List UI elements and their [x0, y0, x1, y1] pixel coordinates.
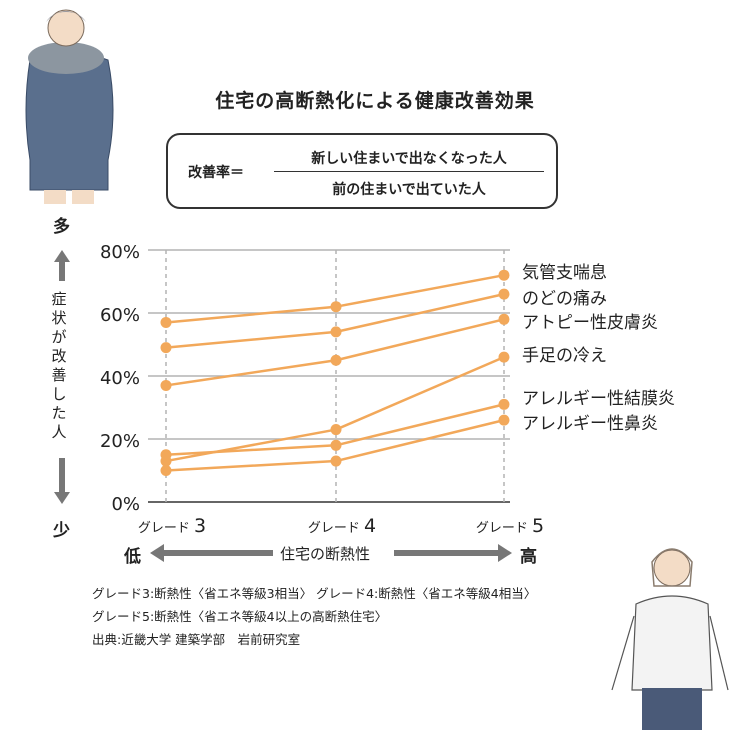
- data-point: [498, 351, 510, 363]
- y-axis-label: 症状が改善した人: [51, 290, 67, 441]
- data-point: [330, 439, 342, 451]
- person-comfortable-illustration: [611, 548, 729, 730]
- data-point: [498, 288, 510, 300]
- series-label: アトピー性皮膚炎: [522, 313, 658, 333]
- data-point: [498, 414, 510, 426]
- chart-title: 住宅の高断熱化による健康改善効果: [215, 90, 535, 112]
- x-tick-label: グレード 4: [308, 515, 376, 537]
- x-arrow-right-icon: [498, 544, 512, 562]
- formula-fraction-bar: [274, 171, 544, 172]
- series-label: のどの痛み: [522, 289, 607, 309]
- data-point: [330, 301, 342, 313]
- formula-denominator: 前の住まいで出ていた人: [332, 182, 486, 198]
- x-axis-low-label: 低: [124, 547, 141, 567]
- y-axis-top-label: 多: [53, 217, 70, 237]
- data-point: [498, 269, 510, 281]
- x-arrow-left-shaft: [163, 550, 273, 556]
- x-axis-label: 住宅の断熱性: [280, 545, 371, 563]
- y-tick-label: 80%: [100, 242, 140, 263]
- data-point: [160, 465, 172, 476]
- formula-box: 改善率＝ 新しい住まいで出なくなった人 前の住まいで出ていた人: [166, 133, 558, 209]
- y-tick-label: 40%: [100, 368, 140, 389]
- series-line: [165, 273, 505, 324]
- data-point: [160, 342, 172, 354]
- y-arrow-up-icon: [54, 250, 70, 262]
- series-label: 手足の冷え: [522, 346, 607, 366]
- x-tick-label: グレード 5: [476, 515, 544, 537]
- data-point: [330, 354, 342, 366]
- data-point: [330, 326, 342, 338]
- data-point: [160, 449, 172, 461]
- note-grade-3-4: グレード3:断熱性〈省エネ等級3相当〉 グレード4:断熱性〈省エネ等級4相当〉: [92, 586, 537, 601]
- y-axis-bottom-label: 少: [53, 521, 70, 541]
- series-label: 気管支喘息: [522, 263, 607, 283]
- x-arrow-right-shaft: [394, 550, 498, 556]
- data-point: [160, 379, 172, 391]
- y-arrow-down-icon: [54, 492, 70, 504]
- x-arrow-left-icon: [150, 544, 164, 562]
- y-tick-label: 60%: [100, 305, 140, 326]
- y-arrow-up-shaft: [59, 261, 65, 281]
- data-point: [330, 424, 342, 436]
- x-axis-high-label: 高: [520, 547, 537, 567]
- data-point: [330, 455, 342, 467]
- x-tick-label: グレード 3: [138, 515, 206, 537]
- series-label: アレルギー性結膜炎: [522, 389, 675, 409]
- y-arrow-down-shaft: [59, 458, 65, 494]
- y-tick-label: 0%: [111, 494, 140, 515]
- person-cold-illustration: [25, 9, 114, 204]
- y-tick-label: 20%: [100, 431, 140, 452]
- data-point: [498, 313, 510, 325]
- formula-label: 改善率＝: [188, 165, 244, 181]
- data-point: [160, 316, 172, 328]
- formula-numerator: 新しい住まいで出なくなった人: [311, 151, 507, 167]
- data-point: [498, 398, 510, 410]
- note-grade-5: グレード5:断熱性〈省エネ等級4以上の高断熱住宅〉: [92, 609, 388, 624]
- note-source: 出典:近畿大学 建築学部 岩前研究室: [92, 632, 301, 647]
- series-label: アレルギー性鼻炎: [522, 414, 658, 434]
